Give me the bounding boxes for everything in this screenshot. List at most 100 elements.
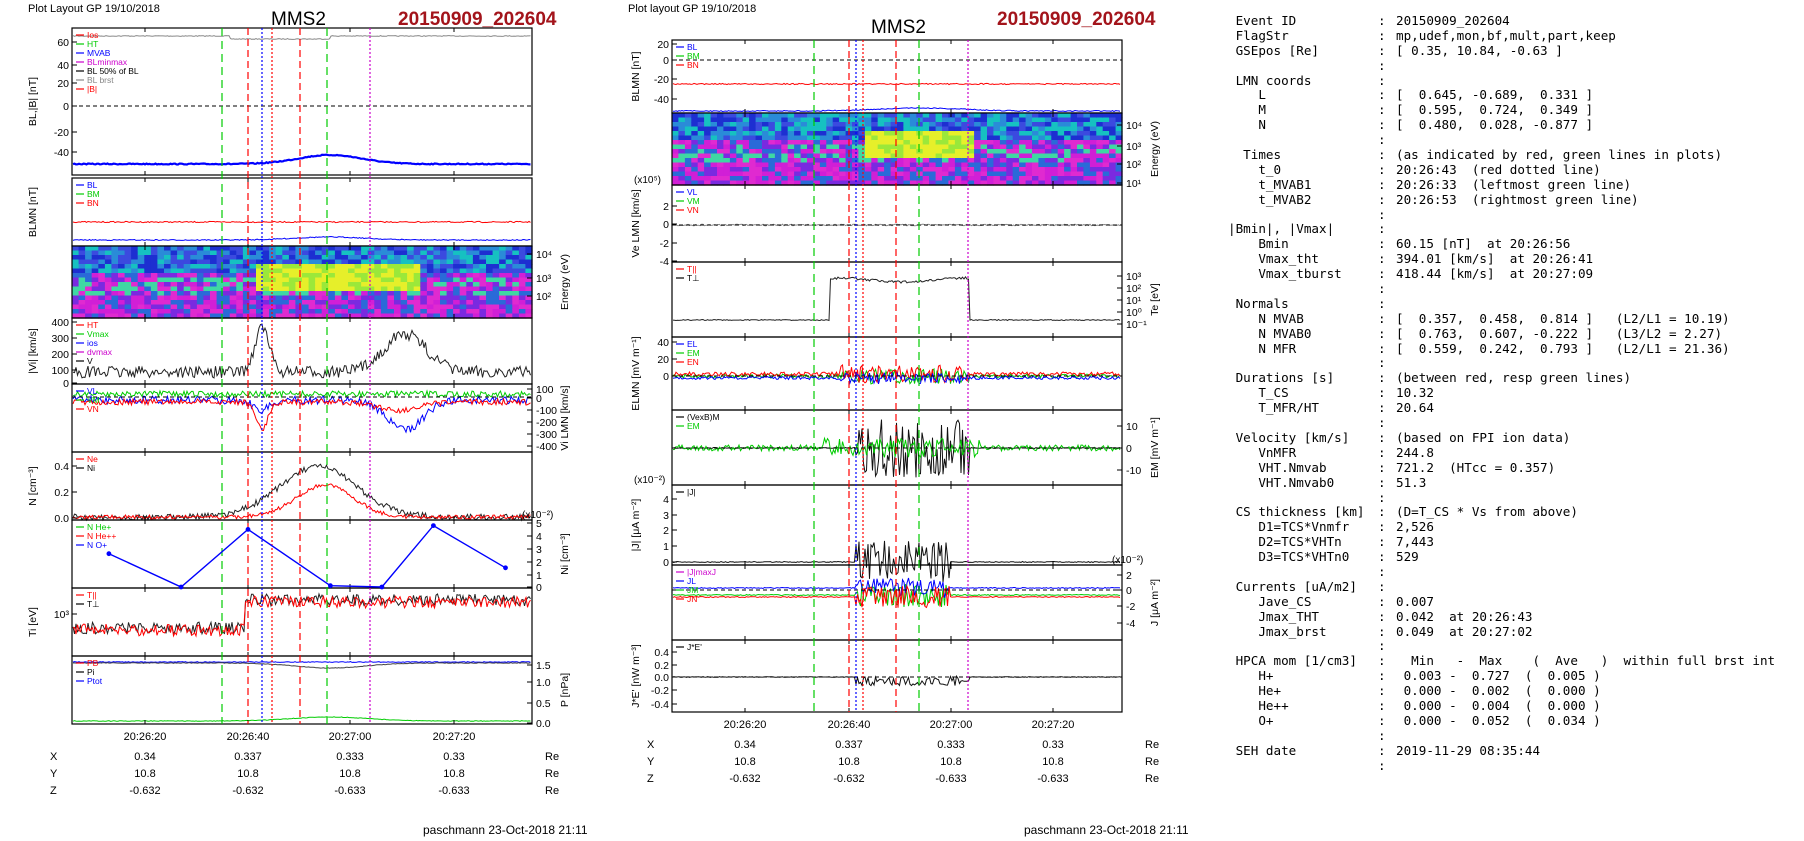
spectrogram-cell (420, 250, 428, 256)
spectrogram-cell (157, 295, 165, 301)
y-tick-label: 100 (51, 365, 69, 377)
spectrogram-cell (691, 126, 699, 132)
spectrogram-cell (729, 135, 737, 141)
spectrogram-cell (400, 295, 408, 301)
data-point-o-plus (328, 583, 333, 589)
spectrogram-cell (929, 162, 937, 168)
spectrogram-cell (826, 158, 834, 164)
spectrogram-cell (903, 113, 911, 119)
spectrogram-cell (832, 126, 840, 132)
spectrogram-cell (1064, 131, 1072, 137)
spectrogram-cell (832, 140, 840, 146)
spectrogram-cell (466, 313, 474, 319)
spectrogram-cell (697, 176, 705, 182)
spectrogram-cell (256, 264, 264, 270)
info-colon: : (1378, 206, 1386, 222)
spectrogram-cell (190, 264, 198, 270)
spectrogram-cell (177, 313, 185, 319)
spectrogram-cell (518, 304, 527, 310)
spectrogram-cell (1012, 131, 1020, 137)
spectrogram-cell (466, 264, 474, 270)
spectrogram-cell (807, 180, 814, 186)
spectrogram-cell (328, 295, 336, 301)
spectrogram-cell (426, 300, 435, 306)
spectrogram-cell (1032, 140, 1039, 146)
info-key: O+ (1228, 712, 1274, 728)
spectrogram-cell (72, 300, 80, 306)
time-tick-label: 20:27:20 (1032, 719, 1075, 731)
spectrogram-cell (723, 180, 731, 186)
y-axis-label: ELMN [mV m⁻¹] (630, 336, 642, 410)
spectrogram-cell (710, 135, 718, 141)
legend-entry: BL (87, 180, 98, 190)
spectrogram-cell (466, 309, 474, 315)
info-colon: : (1378, 757, 1386, 773)
spectrogram-cell (864, 113, 872, 119)
trace-pi (72, 716, 531, 722)
spectrogram-cell (420, 282, 428, 288)
spectrogram-cell (321, 264, 329, 270)
spectrogram-cell (85, 309, 93, 315)
spectrogram-cell (1044, 113, 1052, 119)
position-value: -0.633 (935, 773, 966, 785)
spectrogram-cell (1051, 126, 1059, 132)
spectrogram-cell (164, 295, 172, 301)
trace-bl (72, 153, 531, 166)
right-event-title: 20150909_202604 (997, 9, 1156, 30)
spectrogram-cell (1083, 149, 1091, 155)
spectrogram-cell (124, 250, 132, 256)
spectrogram-cell (492, 259, 500, 265)
spectrogram-cell (321, 282, 329, 288)
spectrogram-cell (236, 291, 244, 297)
spectrogram-cell (858, 113, 866, 119)
legend-entry: VL (687, 187, 698, 197)
spectrogram-cell (916, 171, 924, 177)
spectrogram-cell (678, 113, 686, 119)
spectrogram-cell (124, 309, 132, 315)
spectrogram-cell (91, 286, 99, 292)
spectrogram-cell (354, 282, 362, 288)
spectrogram-cell (512, 309, 520, 315)
spectrogram-cell (807, 113, 814, 119)
spectrogram-cell (916, 140, 924, 146)
info-colon: : (1378, 266, 1386, 282)
spectrogram-cell (697, 117, 705, 123)
spectrogram-cell (961, 171, 969, 177)
spectrogram-cell (433, 259, 441, 265)
spectrogram-cell (704, 113, 712, 119)
spectrogram-cell (1096, 135, 1104, 141)
spectrogram-cell (466, 300, 474, 306)
info-key: t_MVAB1 (1228, 176, 1312, 192)
spectrogram-cell (72, 286, 80, 292)
spectrogram-cell (717, 126, 724, 132)
spectrogram-cell (295, 295, 303, 301)
spectrogram-cell (864, 158, 872, 164)
info-row: FlagStr: mp,udef,mon,bf,mult,part,keep (1228, 27, 1798, 44)
spectrogram-cell (929, 140, 937, 146)
spectrogram-cell (354, 255, 362, 261)
spectrogram-cell (446, 309, 454, 315)
info-key: VHT.Nmvab (1228, 459, 1327, 475)
spectrogram-cell (249, 313, 257, 319)
spectrogram-cell (710, 153, 718, 159)
spectrogram-cell (1070, 153, 1078, 159)
info-colon: : (1378, 549, 1386, 565)
spectrogram-cell (229, 255, 237, 261)
spectrogram-cell (190, 295, 198, 301)
panel-frame (671, 261, 1123, 338)
spectrogram-cell (1083, 131, 1091, 137)
spectrogram-cell (177, 309, 185, 315)
spectrogram-cell (124, 268, 132, 274)
spectrogram-cell (334, 304, 343, 310)
spectrogram-cell (459, 313, 467, 319)
spectrogram-cell (413, 273, 421, 279)
info-key: FlagStr (1228, 27, 1289, 43)
info-value: 10.32 (1396, 385, 1434, 401)
spectrogram-cell (729, 113, 737, 119)
spectrogram-cell (308, 273, 316, 279)
spectrogram-cell (348, 291, 356, 297)
spectrogram-cell (1115, 144, 1123, 150)
spectrogram-cell (935, 113, 943, 119)
spectrogram-cell (308, 268, 316, 274)
spectrogram-cell (794, 167, 802, 173)
